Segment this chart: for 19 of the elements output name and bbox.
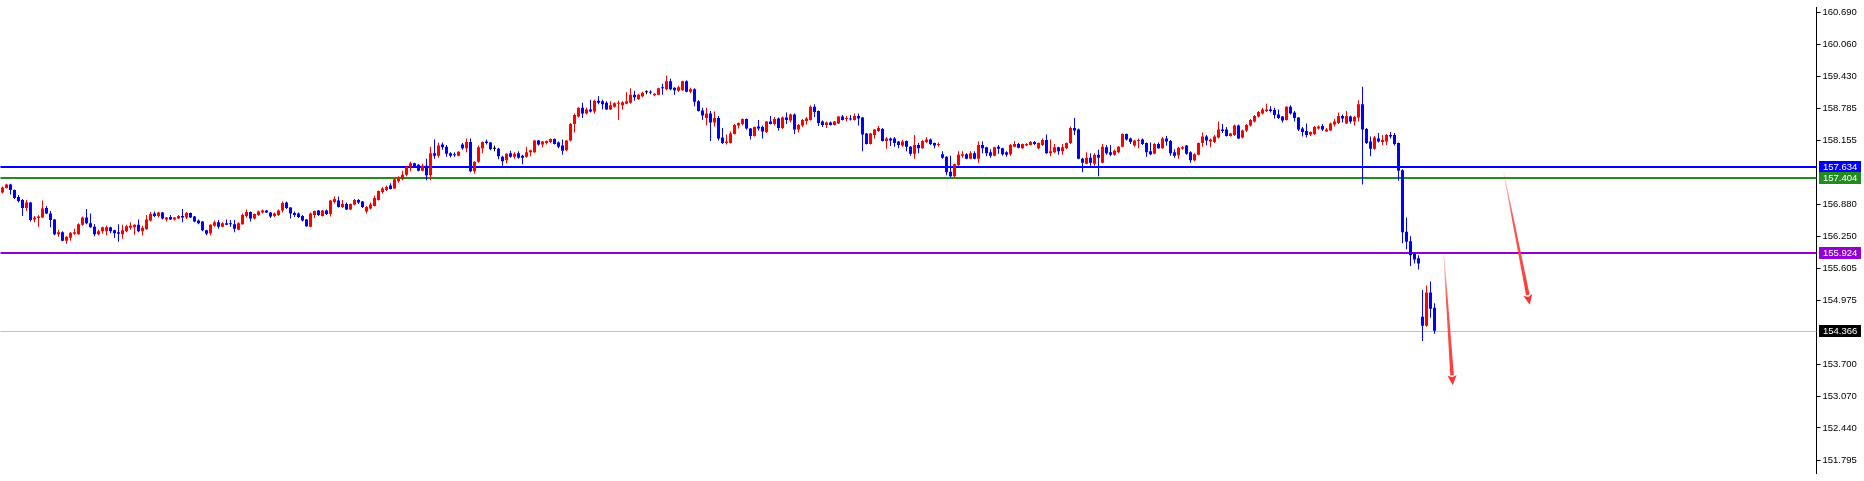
y-tick-label: 160.060 xyxy=(1822,38,1857,50)
y-tick-label: 151.795 xyxy=(1822,454,1857,466)
ref-line-label: 155.924 xyxy=(1823,247,1858,259)
y-tick-label: 153.070 xyxy=(1822,389,1857,401)
y-tick-label: 156.880 xyxy=(1822,198,1857,210)
ref-line-label: 157.404 xyxy=(1823,172,1858,184)
y-tick-label: 154.975 xyxy=(1822,294,1857,306)
ref-line-label: 154.366 xyxy=(1823,325,1858,337)
candlestick xyxy=(661,83,664,95)
y-tick-label: 152.440 xyxy=(1822,421,1857,433)
y-tick-label: 158.785 xyxy=(1822,102,1857,114)
candlestick xyxy=(617,100,620,120)
y-tick-label: 155.605 xyxy=(1822,262,1857,274)
y-tick-label: 160.690 xyxy=(1822,6,1857,18)
y-tick-label: 153.700 xyxy=(1822,358,1857,370)
y-tick-label: 159.430 xyxy=(1822,69,1857,81)
y-tick-label: 158.155 xyxy=(1822,133,1857,145)
ref-line-label: 157.634 xyxy=(1823,161,1858,173)
y-tick-label: 156.250 xyxy=(1822,229,1857,241)
